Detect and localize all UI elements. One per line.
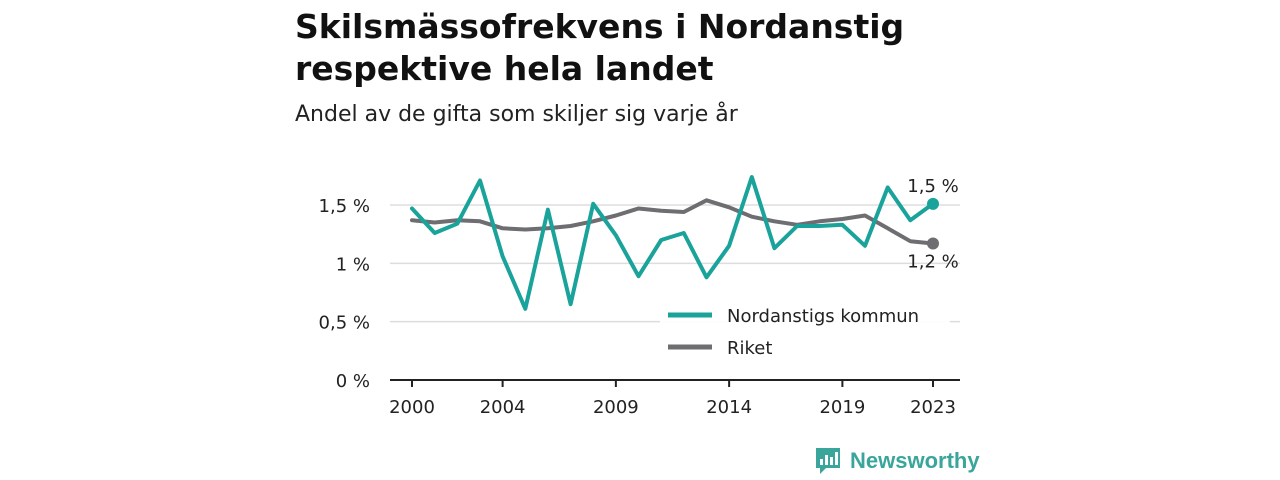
x-tick-label: 2014 <box>706 397 752 418</box>
chart-subtitle: Andel av de gifta som skiljer sig varje … <box>295 102 738 127</box>
chart-title: Skilsmässofrekvens i Nordanstig respekti… <box>295 6 995 90</box>
brand-name: Newsworthy <box>850 448 980 473</box>
y-tick-label: 0 % <box>336 371 370 392</box>
x-tick-label: 2000 <box>389 397 435 418</box>
x-tick-label: 2023 <box>910 397 956 418</box>
legend-item-riket-label: Riket <box>727 338 772 359</box>
series-line-nordanstig <box>410 175 935 311</box>
y-tick-label: 1 % <box>336 254 370 275</box>
x-tick-label: 2004 <box>480 397 526 418</box>
y-tick-label: 1,5 % <box>319 196 370 217</box>
x-tick-label: 2009 <box>593 397 639 418</box>
series-line-riket <box>410 198 935 246</box>
brand-logo: Newsworthy <box>814 446 980 476</box>
end-label-nordanstig: 1,5 % <box>907 176 958 197</box>
newsworthy-logo-icon <box>816 448 840 474</box>
end-point-marker <box>927 237 939 250</box>
chart-title-line-2: respektive hela landet <box>295 49 714 88</box>
end-point-marker <box>927 197 939 210</box>
legend-box <box>660 298 950 366</box>
x-tick-label: 2019 <box>819 397 865 418</box>
chart-title-line-1: Skilsmässofrekvens i Nordanstig <box>295 7 905 46</box>
legend-item-nordanstig-label: Nordanstigs kommun <box>727 306 919 327</box>
end-label-riket: 1,2 % <box>907 252 958 273</box>
y-tick-label: 0,5 % <box>319 313 370 334</box>
